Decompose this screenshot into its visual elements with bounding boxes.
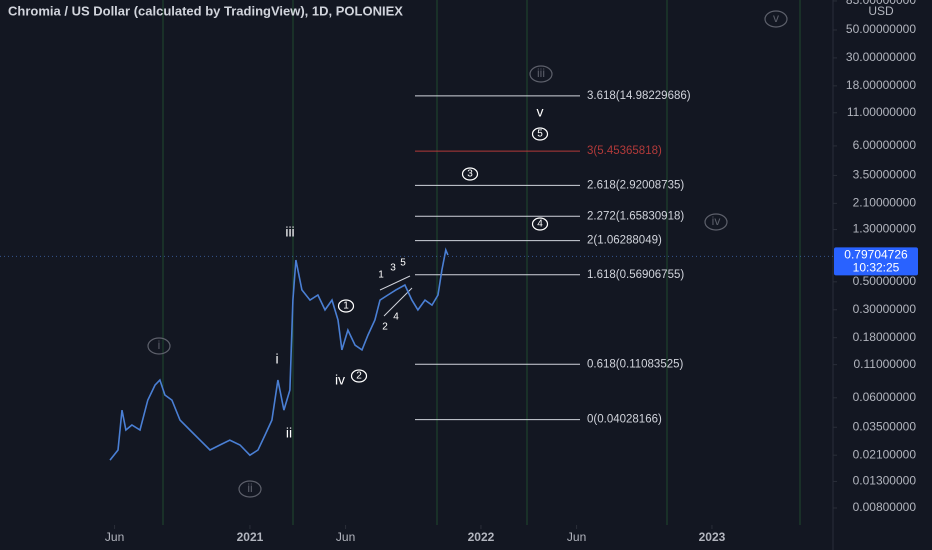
- y-tick-label: 30.00000000: [846, 50, 916, 64]
- wave-label: 5: [400, 258, 406, 269]
- wave-label: v: [537, 104, 544, 120]
- x-tick-label: Jun: [567, 530, 586, 544]
- y-tick-label: 0.02100000: [853, 447, 917, 461]
- y-tick-label: 11.00000000: [847, 105, 917, 119]
- wave-circle: [461, 167, 479, 181]
- wave-circle: [238, 480, 262, 498]
- wave-label: v: [773, 11, 779, 25]
- last-price-label: 0.79704726: [844, 247, 908, 261]
- y-tick-label: 0.06000000: [853, 390, 917, 404]
- x-tick-label: 2021: [237, 530, 264, 544]
- y-tick-label: 85.00000000: [846, 0, 916, 7]
- wave-circle: [350, 369, 368, 383]
- y-tick-label: 6.00000000: [853, 138, 917, 152]
- chart-title: Chromia / US Dollar (calculated by Tradi…: [8, 3, 403, 18]
- wave-label: 1: [343, 301, 349, 312]
- fib-level-label: 0.618(0.11083525): [587, 358, 684, 370]
- wave-label: 3: [467, 169, 473, 180]
- x-tick-label: 2022: [468, 530, 495, 544]
- currency-label: USD: [868, 4, 894, 18]
- wave-label: 4: [393, 312, 399, 323]
- wave-label: 2: [356, 371, 362, 382]
- wave-label: iii: [285, 224, 294, 240]
- wave-circle: [531, 127, 549, 141]
- wave-label: 2: [382, 322, 388, 333]
- vertical-markers: [162, 0, 801, 525]
- x-tick-label: Jun: [336, 530, 355, 544]
- wave-label: iii: [537, 66, 545, 80]
- y-tick-label: 1.30000000: [853, 222, 917, 236]
- wave-label: iv: [712, 214, 721, 228]
- wave-circle: [337, 299, 355, 313]
- wave-label: i: [275, 351, 278, 367]
- wave-label: 1: [378, 270, 384, 281]
- fib-level-label: 2.272(1.65830918): [587, 210, 684, 222]
- wave-label: iv: [335, 372, 345, 388]
- price-line: [109, 247, 449, 461]
- wave-label: 4: [537, 219, 543, 230]
- wave-circle: [531, 217, 549, 231]
- wave-label: ii: [286, 425, 292, 441]
- y-tick-label: 0.30000000: [853, 302, 917, 316]
- fib-level-label: 2(1.06288049): [587, 235, 662, 247]
- wedge-lines: [379, 275, 413, 317]
- wave-label: 5: [537, 129, 543, 140]
- y-tick-label: 0.18000000: [853, 330, 917, 344]
- wave-label: ii: [247, 481, 252, 495]
- y-tick-label: 2.10000000: [853, 196, 917, 210]
- y-tick-label: 0.00800000: [853, 500, 917, 514]
- fib-level-label: 1.618(0.56906755): [587, 269, 684, 281]
- fib-level-label: 2.618(2.92008735): [587, 179, 684, 191]
- y-tick-label: 0.03500000: [853, 419, 917, 433]
- y-tick-label: 3.50000000: [853, 168, 917, 182]
- fib-level-label: 3(5.45365818): [587, 145, 662, 157]
- wave-label: 3: [390, 263, 396, 274]
- last-price-box: [834, 247, 918, 276]
- countdown-label: 10:32:25: [853, 260, 900, 274]
- y-tick-label: 18.00000000: [846, 78, 916, 92]
- fib-level-label: 0(0.04028166): [587, 414, 662, 426]
- x-tick-label: 2023: [699, 530, 726, 544]
- y-tick-label: 0.11000000: [853, 357, 916, 371]
- wave-circle: [704, 213, 728, 231]
- y-tick-label: 50.00000000: [846, 22, 916, 36]
- wave-circle: [529, 65, 553, 83]
- wave-label: i: [158, 338, 161, 352]
- fib-level-label: 3.618(14.98229686): [587, 90, 691, 102]
- x-tick-label: Jun: [105, 530, 124, 544]
- y-tick-label: 0.01300000: [853, 474, 917, 488]
- wave-circle: [764, 10, 788, 28]
- y-tick-label: 0.50000000: [853, 274, 917, 288]
- wave-circle: [147, 337, 171, 355]
